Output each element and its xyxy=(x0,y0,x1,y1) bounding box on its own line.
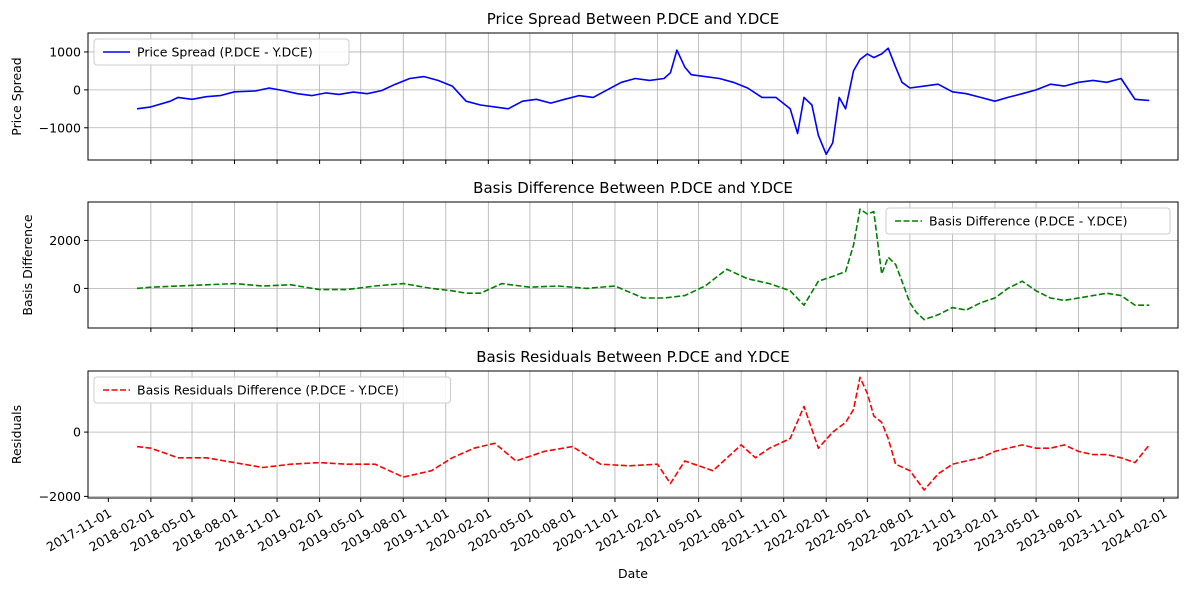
series-line xyxy=(136,47,1150,156)
legend-box xyxy=(93,376,451,404)
x-axis-label: Date xyxy=(618,566,648,581)
plot-frame xyxy=(87,201,1179,329)
basis-difference-panel: 0 2000 Basis Difference Between P.DCE and … xyxy=(20,179,1179,332)
legend-box xyxy=(93,38,350,66)
legend-label: Basis Residuals Difference (P.DCE - Y.DC… xyxy=(137,383,399,398)
plot-frame xyxy=(87,370,1179,499)
y-tick-label: 1000 xyxy=(49,44,81,59)
price-spread-panel: −1000 0 1000 Price Spread Between P.DCE and… xyxy=(9,10,1179,164)
series-line xyxy=(136,208,1150,321)
series-line xyxy=(136,376,1150,491)
chart-title: Basis Difference Between P.DCE and Y.DCE xyxy=(473,179,793,197)
basis-residuals-panel: −2000 0 Basis Residuals Between P.DCE and … xyxy=(9,348,1179,555)
y-axis-label: Basis Difference xyxy=(20,214,35,315)
y-tick-label: −1000 xyxy=(39,120,81,135)
y-tick-label: 0 xyxy=(73,425,81,440)
y-axis-label: Price Spread xyxy=(9,57,24,136)
legend-label: Basis Difference (P.DCE - Y.DCE) xyxy=(929,214,1127,229)
legend: Price Spread (P.DCE - Y.DCE) xyxy=(93,38,350,66)
y-tick-label: −2000 xyxy=(39,489,81,504)
y-axis-label: Residuals xyxy=(9,405,24,464)
plot-frame xyxy=(87,32,1179,161)
legend-box xyxy=(885,207,1171,235)
y-tick-label: 2000 xyxy=(49,233,81,248)
y-tick-label: 0 xyxy=(73,82,81,97)
y-tick-label: 0 xyxy=(73,281,81,296)
grid-lines xyxy=(88,371,1178,498)
legend: Basis Difference (P.DCE - Y.DCE) xyxy=(885,207,1171,235)
legend-label: Price Spread (P.DCE - Y.DCE) xyxy=(137,45,313,60)
chart-title: Basis Residuals Between P.DCE and Y.DCE xyxy=(476,348,790,366)
legend: Basis Residuals Difference (P.DCE - Y.DC… xyxy=(93,376,451,404)
chart-title: Price Spread Between P.DCE and Y.DCE xyxy=(487,10,779,28)
